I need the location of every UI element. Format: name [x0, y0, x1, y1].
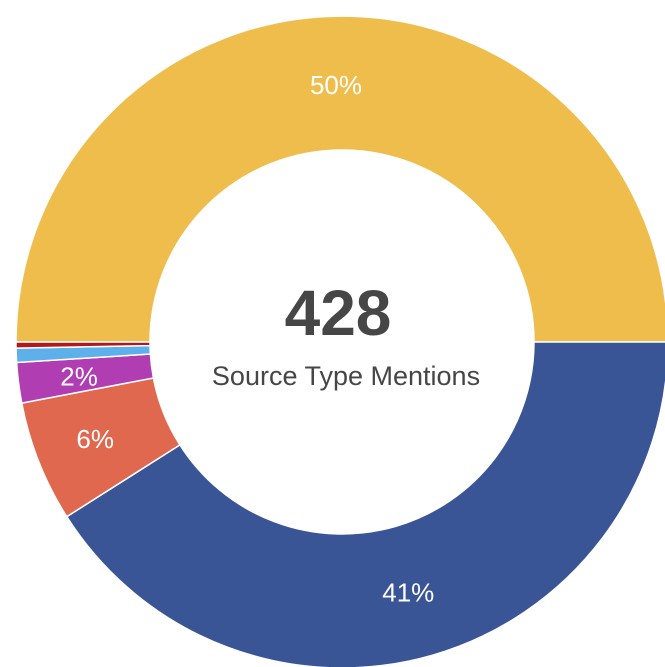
slice — [15, 15, 665, 343]
center-label: Source Type Mentions — [212, 361, 480, 391]
slice — [15, 341, 151, 349]
data-label: 41% — [382, 578, 434, 608]
data-label: 6% — [76, 424, 114, 454]
center-value: 428 — [285, 277, 392, 349]
data-label: 2% — [60, 361, 98, 391]
data-label: 50% — [310, 70, 362, 100]
slice — [65, 341, 665, 667]
